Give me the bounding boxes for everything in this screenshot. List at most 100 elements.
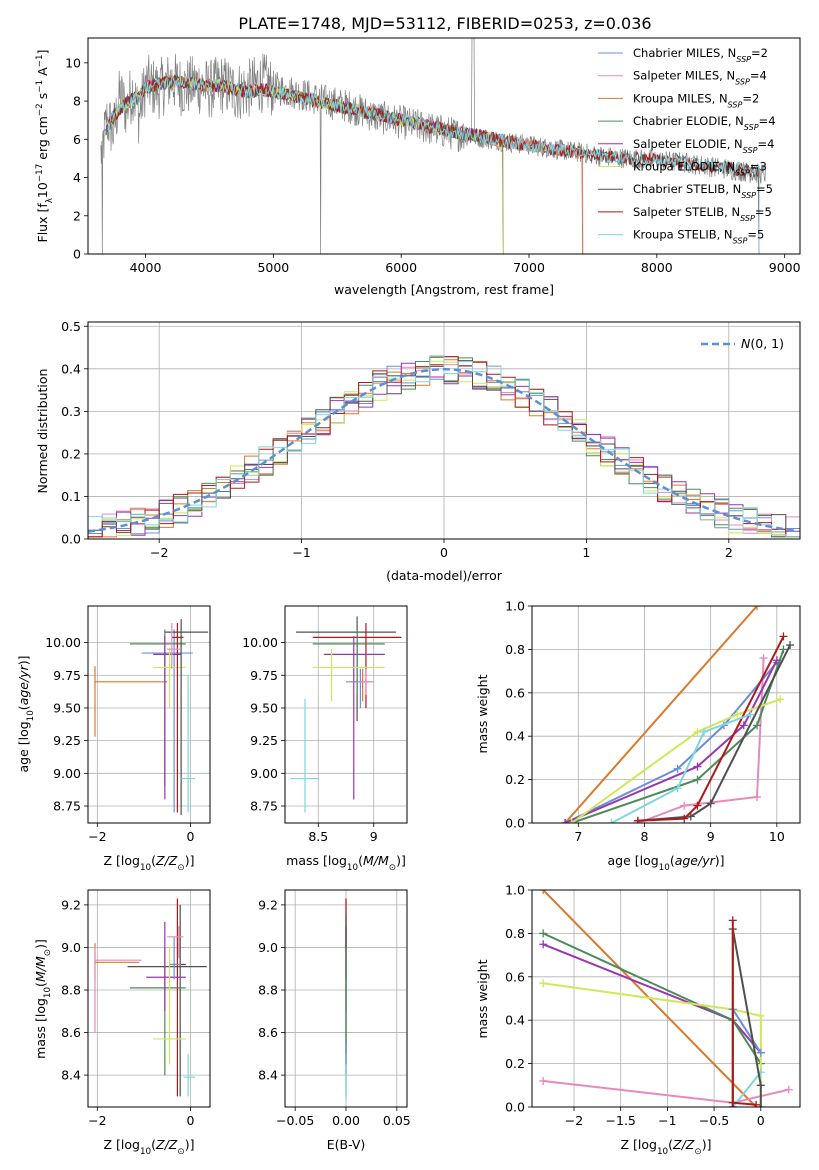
axes-frame (87, 889, 211, 1108)
legend-text: Kroupa ELODIE, N (633, 160, 735, 174)
legend-entry: Kroupa MILES, NSSP=2 (633, 91, 759, 109)
plus-marker (733, 710, 742, 719)
label-part: ( (358, 853, 363, 868)
plot-area (561, 606, 795, 823)
axes-frame (531, 889, 801, 1108)
x-tick-label: −1 (658, 1113, 676, 1128)
legend-entry: Chabrier ELODIE, NSSP=4 (633, 114, 776, 132)
y-tick-label: 2 (73, 208, 81, 223)
legend-tail: =5 (747, 228, 764, 242)
plus-marker (706, 799, 715, 808)
label-part: 10 (140, 863, 151, 873)
legend-entry: N(0, 1) (741, 336, 784, 351)
x-tick-label: 0 (757, 1113, 765, 1128)
plus-marker (567, 819, 576, 823)
y-tick-label: 9.50 (250, 700, 278, 715)
x-axis-label: mass [log10(M/M⊙)] (286, 853, 406, 873)
plus-marker (786, 641, 795, 650)
label-part: (0, 1) (750, 336, 784, 351)
y-axis-label: Normed distribution (35, 369, 50, 494)
legend-text: Kroupa MILES, N (633, 91, 728, 105)
x-tick-label: 6000 (385, 260, 417, 275)
label-part: )] (396, 853, 406, 868)
legend-tail: =4 (757, 137, 774, 151)
y-tick-label: 0.2 (505, 772, 525, 787)
x-tick-label: −2 (565, 1113, 583, 1128)
legend-tail: =3 (750, 160, 767, 174)
plus-marker (728, 916, 737, 925)
gaussian-reference (88, 368, 798, 533)
x-tick-label: 1 (582, 545, 590, 560)
label-part: age [log (16, 721, 31, 772)
x-axis-label: Z [log10(Z/Z⊙)] (104, 1137, 195, 1157)
y-tick-label: 1.0 (505, 883, 525, 898)
plus-marker (752, 721, 761, 730)
y-tick-label: 0.8 (505, 926, 525, 941)
axes-frame (284, 889, 408, 1108)
weight-line (564, 661, 778, 823)
plus-marker (693, 762, 702, 771)
legend-text: Salpeter ELODIE, N (633, 137, 743, 151)
label-part: −1 (35, 80, 45, 93)
legend-entry: Chabrier STELIB, NSSP=5 (633, 182, 773, 200)
label-part: )] (715, 853, 725, 868)
plus-marker (746, 710, 755, 719)
y-tick-label: 8.4 (61, 1068, 81, 1083)
legend-sub: SSP (744, 123, 759, 132)
y-tick-label: 0.6 (505, 685, 525, 700)
plus-marker (756, 1048, 765, 1057)
x-tick-label: 9 (707, 829, 715, 844)
x-tick-label: 7000 (513, 260, 545, 275)
plus-marker (686, 812, 695, 821)
x-tick-label: 2 (725, 545, 733, 560)
figure-title: PLATE=1748, MJD=53112, FIBERID=0253, z=0… (238, 14, 651, 33)
model-spectrum-line (106, 76, 504, 254)
x-tick-label: 8000 (641, 260, 673, 275)
y-tick-label: 9.75 (53, 668, 81, 683)
plus-marker (739, 721, 748, 730)
plot-area (290, 616, 402, 813)
label-part: age/yr (675, 853, 716, 868)
y-tick-label: 8.75 (250, 799, 278, 814)
weight-line (637, 658, 765, 823)
label-part: ⊙ (389, 863, 396, 873)
label-part: erg cm (35, 116, 50, 164)
label-part: )] (702, 1137, 712, 1152)
x-tick-label: 8.5 (308, 829, 328, 844)
legend-sub: SSP (740, 213, 755, 222)
label-part: )] (185, 853, 195, 868)
label-part: ] (35, 50, 50, 55)
legend-tail: =4 (759, 114, 776, 128)
y-axis-label: Flux [fλ10−17 erg cm−2 s−1 A−1] (35, 50, 55, 243)
legend-text: Chabrier STELIB, N (633, 182, 741, 196)
x-tick-label: −0.05 (276, 1113, 314, 1128)
legend-sub: SSP (728, 100, 743, 109)
label-part: 10 (657, 1147, 668, 1157)
label-part: ( (33, 982, 48, 987)
weight-line (610, 713, 751, 823)
x-tick-label: 4000 (130, 260, 162, 275)
weight-line (731, 920, 757, 1107)
plus-marker (752, 792, 761, 801)
y-axis-label: mass weight (475, 674, 490, 753)
label-part: ( (151, 1137, 156, 1152)
y-tick-label: 0.8 (505, 642, 525, 657)
x-tick-label: −2 (88, 1113, 106, 1128)
y-tick-label: 8.75 (53, 799, 81, 814)
legend-text: Salpeter MILES, N (633, 69, 735, 83)
label-part: age [log (607, 853, 658, 868)
label-part: age/yr (16, 664, 31, 705)
y-tick-label: 0.0 (505, 1100, 525, 1115)
model-spectrum-line (107, 75, 760, 254)
plus-marker (693, 775, 702, 784)
label-part: mass [log (286, 853, 347, 868)
plus-marker (776, 695, 785, 704)
legend-entry: Kroupa ELODIE, NSSP=3 (633, 160, 767, 178)
label-part: 10 (26, 710, 36, 721)
axes-spectrum: 4000 5000 6000 7000 8000 9000 0 2 4 6 8 10 wavelengt… (35, 37, 801, 297)
label-part: )] (33, 939, 48, 949)
label-part: 10 (347, 863, 358, 873)
y-tick-label: 9.00 (53, 766, 81, 781)
